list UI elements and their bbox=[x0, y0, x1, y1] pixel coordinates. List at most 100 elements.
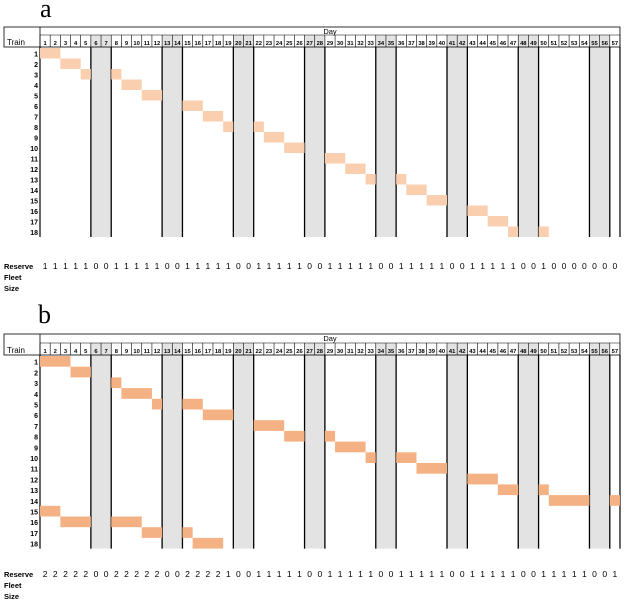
day-number: 40 bbox=[439, 41, 445, 47]
reserve-value: 0 bbox=[531, 569, 536, 579]
reserve-label-line: Size bbox=[4, 284, 19, 293]
assignment-bar bbox=[253, 420, 285, 431]
assignment-bar bbox=[151, 398, 163, 410]
day-number: 48 bbox=[520, 349, 527, 355]
day-number: 20 bbox=[235, 41, 241, 47]
reserve-value: 0 bbox=[521, 569, 526, 579]
train-number: 14 bbox=[30, 188, 38, 195]
train-number: 7 bbox=[34, 115, 38, 122]
reserve-value: 0 bbox=[246, 261, 251, 271]
day-number: 9 bbox=[125, 349, 129, 355]
reserve-value: 0 bbox=[94, 261, 99, 271]
reserve-value: 1 bbox=[399, 261, 404, 271]
day-number: 26 bbox=[296, 41, 303, 47]
day-number: 11 bbox=[144, 349, 151, 355]
reserve-value: 1 bbox=[83, 261, 88, 271]
train-number: 4 bbox=[34, 392, 38, 399]
reserve-value: 0 bbox=[378, 569, 383, 579]
day-number: 31 bbox=[347, 349, 354, 355]
day-number: 31 bbox=[347, 41, 354, 47]
assignment-bar bbox=[284, 142, 305, 153]
reserve-value: 1 bbox=[226, 261, 231, 271]
day-number: 18 bbox=[215, 41, 222, 47]
day-number: 35 bbox=[388, 41, 395, 47]
reserve-value: 1 bbox=[551, 569, 556, 579]
assignment-bar bbox=[467, 205, 488, 216]
day-number: 50 bbox=[540, 349, 546, 355]
day-number: 52 bbox=[561, 349, 567, 355]
day-number: 8 bbox=[115, 41, 119, 47]
weekend-band bbox=[233, 343, 254, 549]
day-number: 12 bbox=[154, 349, 160, 355]
day-number: 41 bbox=[449, 349, 456, 355]
weekend-band bbox=[90, 35, 112, 237]
assignment-bar bbox=[182, 398, 203, 410]
reserve-value: 2 bbox=[114, 569, 119, 579]
reserve-value: 1 bbox=[541, 569, 546, 579]
reserve-value: 1 bbox=[43, 261, 48, 271]
reserve-value: 0 bbox=[175, 569, 180, 579]
reserve-value: 1 bbox=[267, 569, 272, 579]
reserve-value: 1 bbox=[348, 569, 353, 579]
day-number: 15 bbox=[184, 349, 191, 355]
reserve-value: 1 bbox=[429, 569, 434, 579]
reserve-value: 0 bbox=[551, 261, 556, 271]
day-number: 1 bbox=[43, 349, 47, 355]
reserve-value: 2 bbox=[83, 569, 88, 579]
reserve-value: 0 bbox=[389, 261, 394, 271]
reserve-value: 1 bbox=[53, 261, 58, 271]
reserve-value: 0 bbox=[562, 261, 567, 271]
day-number: 20 bbox=[235, 349, 241, 355]
reserve-value: 2 bbox=[185, 569, 190, 579]
day-number: 27 bbox=[306, 349, 312, 355]
weekend-band bbox=[162, 35, 183, 237]
reserve-value: 1 bbox=[419, 261, 424, 271]
train-number: 2 bbox=[34, 370, 38, 377]
day-number: 2 bbox=[54, 41, 57, 47]
day-number: 55 bbox=[591, 41, 598, 47]
header-frame bbox=[3, 333, 621, 356]
day-number: 41 bbox=[449, 41, 456, 47]
assignment-bar bbox=[324, 430, 336, 442]
assignment-bar bbox=[487, 216, 509, 227]
day-number: 13 bbox=[164, 349, 171, 355]
train-number: 1 bbox=[34, 360, 38, 367]
assignment-bar bbox=[365, 174, 376, 185]
day-number: 21 bbox=[245, 41, 252, 47]
train-number: 5 bbox=[34, 403, 38, 410]
assignment-bar bbox=[40, 505, 61, 517]
day-number: 36 bbox=[398, 349, 405, 355]
day-number: 25 bbox=[286, 41, 293, 47]
train-number: 3 bbox=[34, 73, 38, 80]
reserve-value: 1 bbox=[501, 261, 506, 271]
panel-b-label: b bbox=[38, 300, 51, 329]
day-header: Day bbox=[323, 27, 337, 36]
train-number: 13 bbox=[30, 488, 38, 495]
day-number: 32 bbox=[357, 41, 363, 47]
day-number: 8 bbox=[115, 349, 119, 355]
weekend-band bbox=[304, 343, 325, 549]
day-number: 26 bbox=[296, 349, 303, 355]
day-number: 35 bbox=[388, 349, 395, 355]
reserve-value: 0 bbox=[592, 261, 597, 271]
train-number: 14 bbox=[30, 499, 38, 506]
reserve-value: 0 bbox=[236, 569, 241, 579]
reserve-value: 1 bbox=[256, 261, 261, 271]
day-number: 51 bbox=[551, 41, 558, 47]
assignment-bar bbox=[60, 58, 81, 69]
day-number: 9 bbox=[125, 41, 129, 47]
day-number: 39 bbox=[429, 349, 436, 355]
assignment-bar bbox=[223, 121, 234, 132]
weekend-band bbox=[447, 343, 468, 549]
reserve-value: 1 bbox=[409, 261, 414, 271]
train-number: 18 bbox=[30, 230, 38, 237]
day-number: 16 bbox=[194, 349, 201, 355]
assignment-bar bbox=[60, 516, 91, 528]
reserve-value: 1 bbox=[409, 569, 414, 579]
reserve-value: 0 bbox=[104, 569, 109, 579]
weekend-band bbox=[375, 35, 397, 237]
reserve-value: 0 bbox=[94, 569, 99, 579]
assignment-bar bbox=[182, 527, 193, 538]
assignment-bar bbox=[345, 163, 366, 174]
